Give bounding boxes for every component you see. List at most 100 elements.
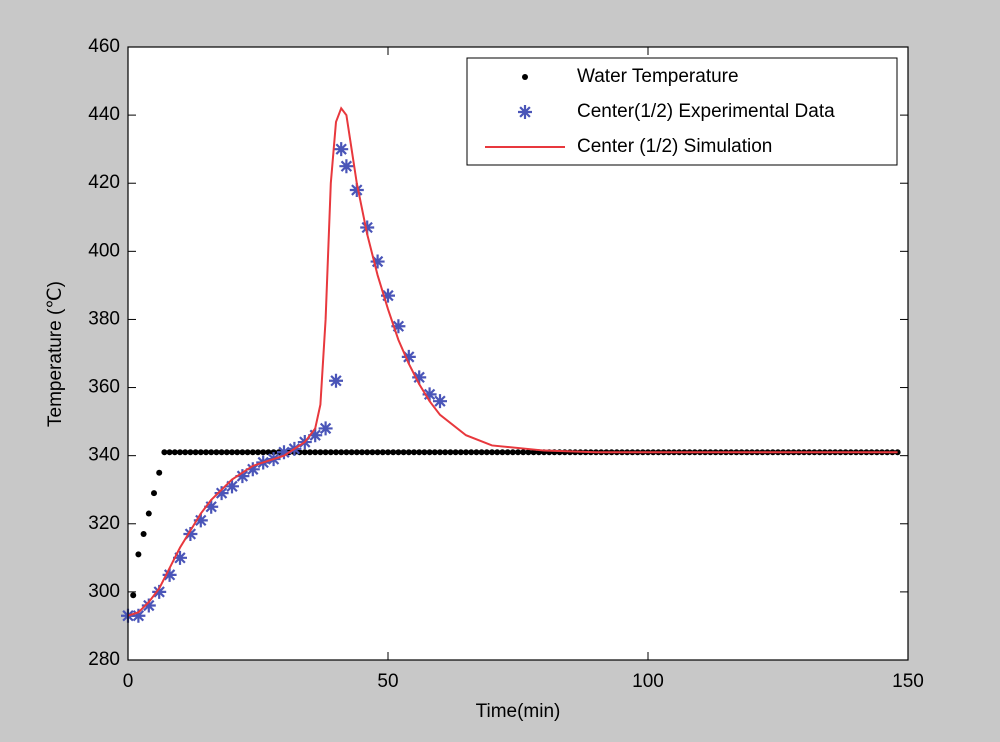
data-point [156, 469, 163, 476]
data-point [193, 513, 208, 528]
data-point [327, 449, 334, 456]
data-point [343, 449, 350, 456]
data-point [353, 449, 360, 456]
data-point [390, 449, 397, 456]
data-point [457, 449, 464, 456]
data-point [329, 373, 343, 388]
data-point [442, 449, 449, 456]
data-point [204, 499, 219, 514]
data-point [214, 486, 229, 501]
data-point [239, 449, 246, 456]
data-point [208, 449, 215, 456]
data-point [245, 462, 260, 477]
data-point [260, 449, 267, 456]
y-tick-label: 440 [88, 104, 120, 125]
data-point [412, 370, 427, 385]
data-point [307, 449, 313, 456]
data-point [333, 449, 339, 456]
data-point [130, 592, 137, 599]
legend-swatch [518, 105, 532, 119]
y-tick-label: 300 [88, 581, 120, 602]
data-point [381, 288, 395, 303]
data-point [187, 449, 194, 456]
data-point [349, 183, 364, 198]
data-point [515, 449, 521, 456]
data-point [339, 159, 354, 174]
data-point [499, 449, 506, 456]
data-point [422, 387, 437, 402]
data-point [431, 449, 438, 456]
data-point [235, 469, 250, 484]
x-tick-label: 100 [632, 671, 664, 692]
data-point [223, 449, 230, 456]
data-point [379, 449, 386, 456]
x-tick-label: 0 [123, 671, 134, 692]
x-tick-label: 150 [892, 671, 924, 692]
data-point [468, 449, 475, 456]
data-point [312, 449, 319, 456]
legend-label: Center(1/2) Experimental Data [577, 101, 835, 122]
data-point [145, 510, 152, 517]
y-tick-label: 360 [88, 377, 120, 398]
data-point [426, 449, 433, 456]
y-tick-label: 320 [88, 513, 120, 534]
legend-label: Water Temperature [577, 66, 739, 87]
data-point [301, 449, 308, 456]
data-point [203, 449, 209, 456]
data-point [218, 449, 225, 456]
data-point [334, 142, 349, 157]
data-point [131, 608, 146, 623]
y-tick-label: 380 [88, 308, 120, 329]
data-point [317, 449, 324, 456]
data-point [183, 526, 198, 541]
data-point [348, 449, 355, 456]
y-axis-label: Temperature (℃) [45, 281, 66, 427]
y-tick-label: 460 [88, 36, 120, 57]
data-point [177, 449, 183, 456]
data-point [255, 449, 261, 456]
data-point [338, 449, 345, 456]
data-point [463, 449, 469, 456]
data-point [452, 449, 459, 456]
data-point [162, 567, 177, 582]
data-point [234, 449, 241, 456]
data-point [151, 490, 157, 497]
data-point [421, 449, 428, 456]
x-tick-label: 50 [377, 671, 398, 692]
legend: Water Temperature Center(1/2) Experimenta… [466, 57, 898, 166]
data-point [405, 449, 412, 456]
data-point [161, 449, 168, 456]
data-point [192, 449, 199, 456]
y-tick-label: 400 [88, 240, 120, 261]
plot-border [127, 46, 909, 661]
data-point [530, 449, 537, 456]
data-point [213, 449, 220, 456]
data-point [400, 449, 407, 456]
series-line [127, 106, 898, 617]
data-point [504, 449, 511, 456]
data-point [229, 449, 235, 456]
data-point [140, 530, 147, 537]
data-point [437, 449, 443, 456]
data-point [244, 449, 251, 456]
data-point [473, 449, 480, 456]
data-point [416, 449, 423, 456]
data-point [249, 449, 256, 456]
data-point [369, 449, 376, 456]
y-tick-label: 340 [88, 445, 120, 466]
data-point [171, 449, 178, 456]
data-point [374, 449, 381, 456]
legend-label: Center (1/2) Simulation [577, 136, 772, 157]
data-point [141, 598, 156, 613]
data-point [359, 449, 365, 456]
data-point [391, 319, 406, 334]
y-tick-label: 280 [88, 649, 120, 670]
data-point [308, 428, 323, 443]
data-point [401, 349, 416, 364]
data-point [265, 449, 272, 456]
data-point [370, 254, 385, 269]
data-point [520, 449, 527, 456]
data-point [225, 479, 239, 494]
data-point [525, 449, 532, 456]
